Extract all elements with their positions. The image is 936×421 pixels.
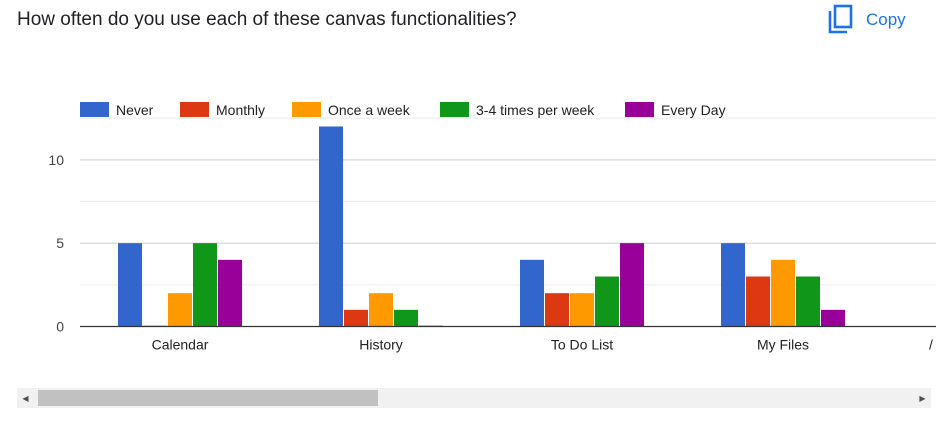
- y-tick-label: 5: [56, 235, 64, 251]
- legend-label: Monthly: [216, 102, 265, 118]
- x-category-label: Calendar: [152, 337, 209, 353]
- bar: [620, 243, 644, 327]
- bar: [746, 276, 770, 327]
- legend-swatch: [180, 102, 209, 117]
- bar: [344, 309, 368, 327]
- bar: [394, 309, 418, 327]
- copy-button[interactable]: Copy: [826, 4, 906, 36]
- scroll-right-arrow[interactable]: ▶: [919, 393, 926, 403]
- copy-icon: [828, 4, 853, 34]
- legend-label: 3-4 times per week: [476, 102, 595, 118]
- y-tick-label: 0: [56, 319, 64, 335]
- bar-chart: 0 5 10 Calendar History To Do List My Files / Ne…: [48, 102, 936, 353]
- chart: 0 5 10 Calendar History To Do List My Files / Ne…: [0, 90, 936, 360]
- bar: [369, 293, 393, 327]
- bar: [218, 259, 242, 327]
- bar: [118, 243, 142, 327]
- scrollbar-thumb[interactable]: [38, 390, 378, 406]
- question-title: How often do you use each of these canva…: [17, 9, 517, 30]
- legend-swatch: [292, 102, 321, 117]
- x-category-label: My Files: [757, 337, 809, 353]
- y-tick-label: 10: [48, 152, 64, 168]
- bar: [319, 126, 343, 327]
- copy-label: Copy: [866, 10, 906, 29]
- bar: [545, 293, 569, 327]
- bar: [595, 276, 619, 327]
- bar: [168, 293, 192, 327]
- bar: [821, 309, 845, 327]
- legend-swatch: [440, 102, 469, 117]
- horizontal-scrollbar[interactable]: ◀ ▶: [17, 388, 931, 408]
- bar: [520, 259, 544, 327]
- bar: [796, 276, 820, 327]
- bar: [193, 243, 217, 327]
- legend-label: Once a week: [328, 102, 411, 118]
- legend-label: Every Day: [661, 102, 726, 118]
- scroll-left-arrow[interactable]: ◀: [22, 393, 29, 403]
- bar: [771, 259, 795, 327]
- legend-swatch: [80, 102, 109, 117]
- x-category-label: To Do List: [551, 337, 613, 353]
- x-category-label-truncated: /: [929, 337, 933, 353]
- bar: [721, 243, 745, 327]
- legend-label: Never: [116, 102, 154, 118]
- x-category-label: History: [359, 337, 403, 353]
- legend-swatch: [625, 102, 654, 117]
- bar: [570, 293, 594, 327]
